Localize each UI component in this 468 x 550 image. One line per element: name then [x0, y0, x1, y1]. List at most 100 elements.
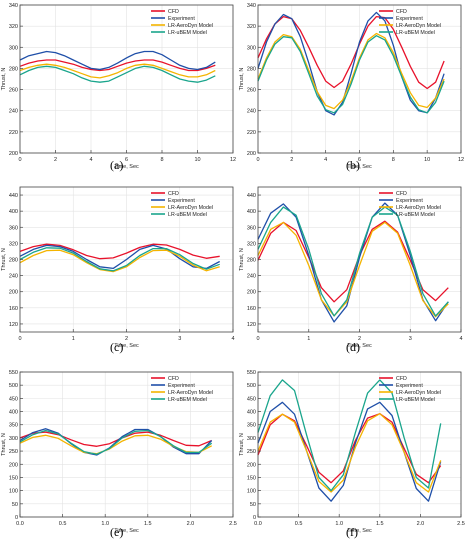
- legend-entry-label: CFD: [396, 191, 407, 197]
- legend-entry-label: LR-AeroDyn Model: [168, 205, 213, 211]
- x-tick-label: 12: [458, 157, 464, 163]
- panel-label: (e): [110, 525, 124, 539]
- x-tick-label: 0: [256, 336, 259, 342]
- plot-area: [258, 372, 461, 517]
- x-tick-label: 0: [18, 336, 21, 342]
- y-axis-label: Thrust, N: [239, 433, 245, 456]
- x-tick-label: 1: [72, 336, 75, 342]
- y-tick-label: 200: [247, 462, 256, 468]
- legend-entry-label: CFD: [168, 191, 179, 197]
- y-tick-label: 250: [9, 449, 18, 455]
- x-tick-label: 0: [256, 157, 259, 163]
- x-tick-label: 2.5: [457, 521, 465, 527]
- panel-label: (d): [346, 340, 360, 354]
- series-line-cfd: [19, 59, 216, 72]
- x-tick-label: 2.0: [187, 521, 195, 527]
- x-tick-label: 1: [307, 336, 310, 342]
- y-tick-label: 400: [9, 209, 18, 215]
- x-tick-label: 3: [178, 336, 181, 342]
- x-tick-label: 10: [424, 157, 430, 163]
- y-tick-label: 50: [250, 502, 256, 508]
- series-line-lr-aerodyn-model: [19, 249, 220, 273]
- y-tick-label: 280: [9, 66, 18, 72]
- y-tick-label: 240: [247, 274, 256, 280]
- legend-entry-label: CFD: [396, 376, 407, 382]
- y-tick-label: 400: [247, 410, 256, 416]
- y-tick-label: 260: [247, 88, 256, 94]
- y-tick-label: 300: [9, 436, 18, 442]
- x-tick-label: 0.5: [295, 521, 303, 527]
- chart-panel-5: 0.0 0.5 1.0 1.5 2.0 2.5 0 50 100 150 200 250 300 350 4…: [1, 370, 237, 534]
- y-tick-label: 300: [247, 45, 256, 51]
- x-tick-label: 10: [194, 157, 200, 163]
- chart-panel-4: 0 1 2 3 4 120 160 200 240 280 320 360 400 440 Time, Se…: [239, 186, 463, 349]
- legend-entry-label: CFD: [168, 9, 179, 15]
- y-tick-label: 340: [9, 3, 18, 9]
- y-tick-label: 400: [247, 209, 256, 215]
- legend-entry-label: LR-AeroDyn Model: [396, 23, 441, 29]
- legend-entry-label: Experiment: [168, 383, 195, 389]
- y-tick-label: 200: [247, 151, 256, 157]
- y-axis-label: Thrust, N: [1, 248, 7, 271]
- legend-entry-label: CFD: [396, 9, 407, 15]
- y-tick-label: 120: [247, 322, 256, 328]
- x-tick-label: 0.0: [16, 521, 24, 527]
- y-tick-label: 360: [247, 225, 256, 231]
- y-tick-label: 50: [12, 502, 18, 508]
- y-tick-label: 240: [247, 109, 256, 115]
- y-tick-label: 100: [9, 489, 18, 495]
- y-tick-label: 440: [9, 193, 18, 199]
- y-tick-label: 320: [9, 241, 18, 247]
- series-line-lr-aerodyn-model: [257, 221, 449, 318]
- y-tick-label: 200: [9, 462, 18, 468]
- x-tick-label: 4: [324, 157, 327, 163]
- legend-entry-label: LR-AeroDyn Model: [168, 23, 213, 29]
- x-tick-label: 6: [358, 157, 361, 163]
- y-tick-label: 0: [253, 515, 256, 521]
- series-line-lr-ubem-model: [257, 206, 449, 317]
- y-tick-label: 300: [247, 436, 256, 442]
- legend-entry-label: CFD: [168, 376, 179, 382]
- x-tick-label: 6: [125, 157, 128, 163]
- series-line-lr-aerodyn-model: [257, 413, 442, 493]
- chart-panel-3: 0 1 2 3 4 120 160 200 240 280 320 360 400 440 Time, Se…: [1, 186, 235, 349]
- x-tick-label: 12: [230, 157, 236, 163]
- legend-entry-label: LR-AeroDyn Model: [396, 390, 441, 396]
- x-tick-label: 2: [125, 336, 128, 342]
- y-tick-label: 220: [247, 130, 256, 136]
- x-axis-label: Time, Sec: [114, 164, 139, 170]
- y-tick-label: 220: [9, 130, 18, 136]
- chart-panel-1: 0 2 4 6 8 10 12 200 220 240 260 280 300 320 340 Time, S…: [1, 3, 236, 170]
- y-tick-label: 320: [247, 24, 256, 30]
- legend-entry-label: LR-uBEM Model: [396, 397, 435, 403]
- legend-entry-label: Experiment: [396, 198, 423, 204]
- legend-entry-label: LR-uBEM Model: [168, 30, 207, 36]
- x-tick-label: 0.5: [59, 521, 67, 527]
- y-tick-label: 160: [9, 306, 18, 312]
- legend-entry-label: LR-AeroDyn Model: [168, 390, 213, 396]
- legend-entry-label: Experiment: [396, 16, 423, 22]
- y-tick-label: 350: [9, 423, 18, 429]
- series-line-lr-aerodyn-model: [19, 63, 216, 79]
- series-line-experiment: [19, 50, 216, 71]
- legend-entry-label: LR-uBEM Model: [396, 212, 435, 218]
- y-tick-label: 280: [247, 258, 256, 264]
- y-tick-label: 500: [247, 383, 256, 389]
- y-tick-label: 440: [247, 193, 256, 199]
- y-axis-label: Thrust, N: [1, 433, 7, 456]
- x-tick-label: 0.0: [254, 521, 262, 527]
- x-tick-label: 1.5: [144, 521, 152, 527]
- series-line-cfd: [19, 431, 212, 447]
- y-tick-label: 100: [247, 489, 256, 495]
- series-line-cfd: [257, 220, 449, 303]
- y-axis-label: Thrust, N: [239, 248, 245, 271]
- chart-panel-2: 0 2 4 6 8 10 12 200 220 240 260 280 300 320 340 Time, S…: [239, 3, 464, 170]
- series-line-lr-ubem-model: [257, 35, 445, 114]
- x-tick-label: 2.0: [417, 521, 425, 527]
- y-tick-label: 120: [9, 322, 18, 328]
- x-tick-label: 1.0: [101, 521, 109, 527]
